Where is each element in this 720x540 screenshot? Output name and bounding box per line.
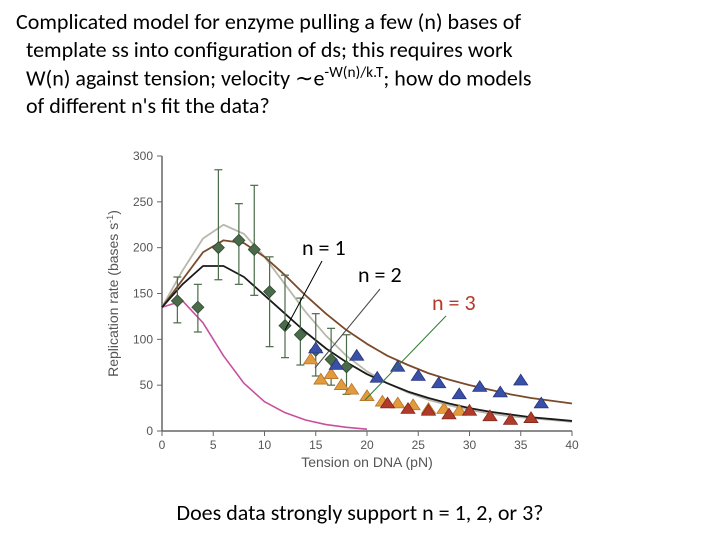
header-line4: of different n's fit the data? xyxy=(26,92,270,119)
svg-text:25: 25 xyxy=(412,438,426,452)
header-line2: template ss into configuration of ds; th… xyxy=(26,36,513,63)
footer-text: Does data strongly support n = 1, 2, or … xyxy=(0,499,720,526)
header-text: Complicated model for enzyme pulling a f… xyxy=(16,8,704,119)
header-line1: Complicated model for enzyme pulling a f… xyxy=(16,8,521,35)
svg-text:15: 15 xyxy=(309,438,323,452)
svg-text:30: 30 xyxy=(463,438,477,452)
chart: 0 5 10 15 20 25 30 35 40 0 50 100 150 200 250 300 Tensio… xyxy=(100,148,600,478)
header-exp: -W(n)/k.T xyxy=(324,63,383,82)
svg-text:200: 200 xyxy=(133,241,153,255)
svg-text:50: 50 xyxy=(140,378,154,392)
svg-text:n = 1: n = 1 xyxy=(302,234,346,261)
svg-text:150: 150 xyxy=(133,287,153,301)
svg-text:300: 300 xyxy=(133,149,153,163)
tilde: ∼ xyxy=(295,65,313,90)
svg-text:0: 0 xyxy=(146,424,153,438)
svg-text:Replication rate (bases s-1): Replication rate (bases s-1) xyxy=(105,210,121,377)
svg-text:Tension on DNA (pN): Tension on DNA (pN) xyxy=(301,454,433,470)
svg-text:10: 10 xyxy=(258,438,272,452)
svg-text:0: 0 xyxy=(159,438,166,452)
header-line3b: e xyxy=(313,64,324,91)
svg-text:35: 35 xyxy=(514,438,528,452)
header-line3a: W(n) against tension; velocity xyxy=(26,64,295,91)
svg-text:5: 5 xyxy=(210,438,217,452)
svg-text:40: 40 xyxy=(565,438,579,452)
svg-text:250: 250 xyxy=(133,195,153,209)
svg-text:100: 100 xyxy=(133,332,153,346)
header-line3c: ; how do models xyxy=(383,64,531,91)
svg-text:n = 3: n = 3 xyxy=(432,289,476,316)
svg-text:n = 2: n = 2 xyxy=(358,261,402,288)
svg-text:20: 20 xyxy=(360,438,374,452)
